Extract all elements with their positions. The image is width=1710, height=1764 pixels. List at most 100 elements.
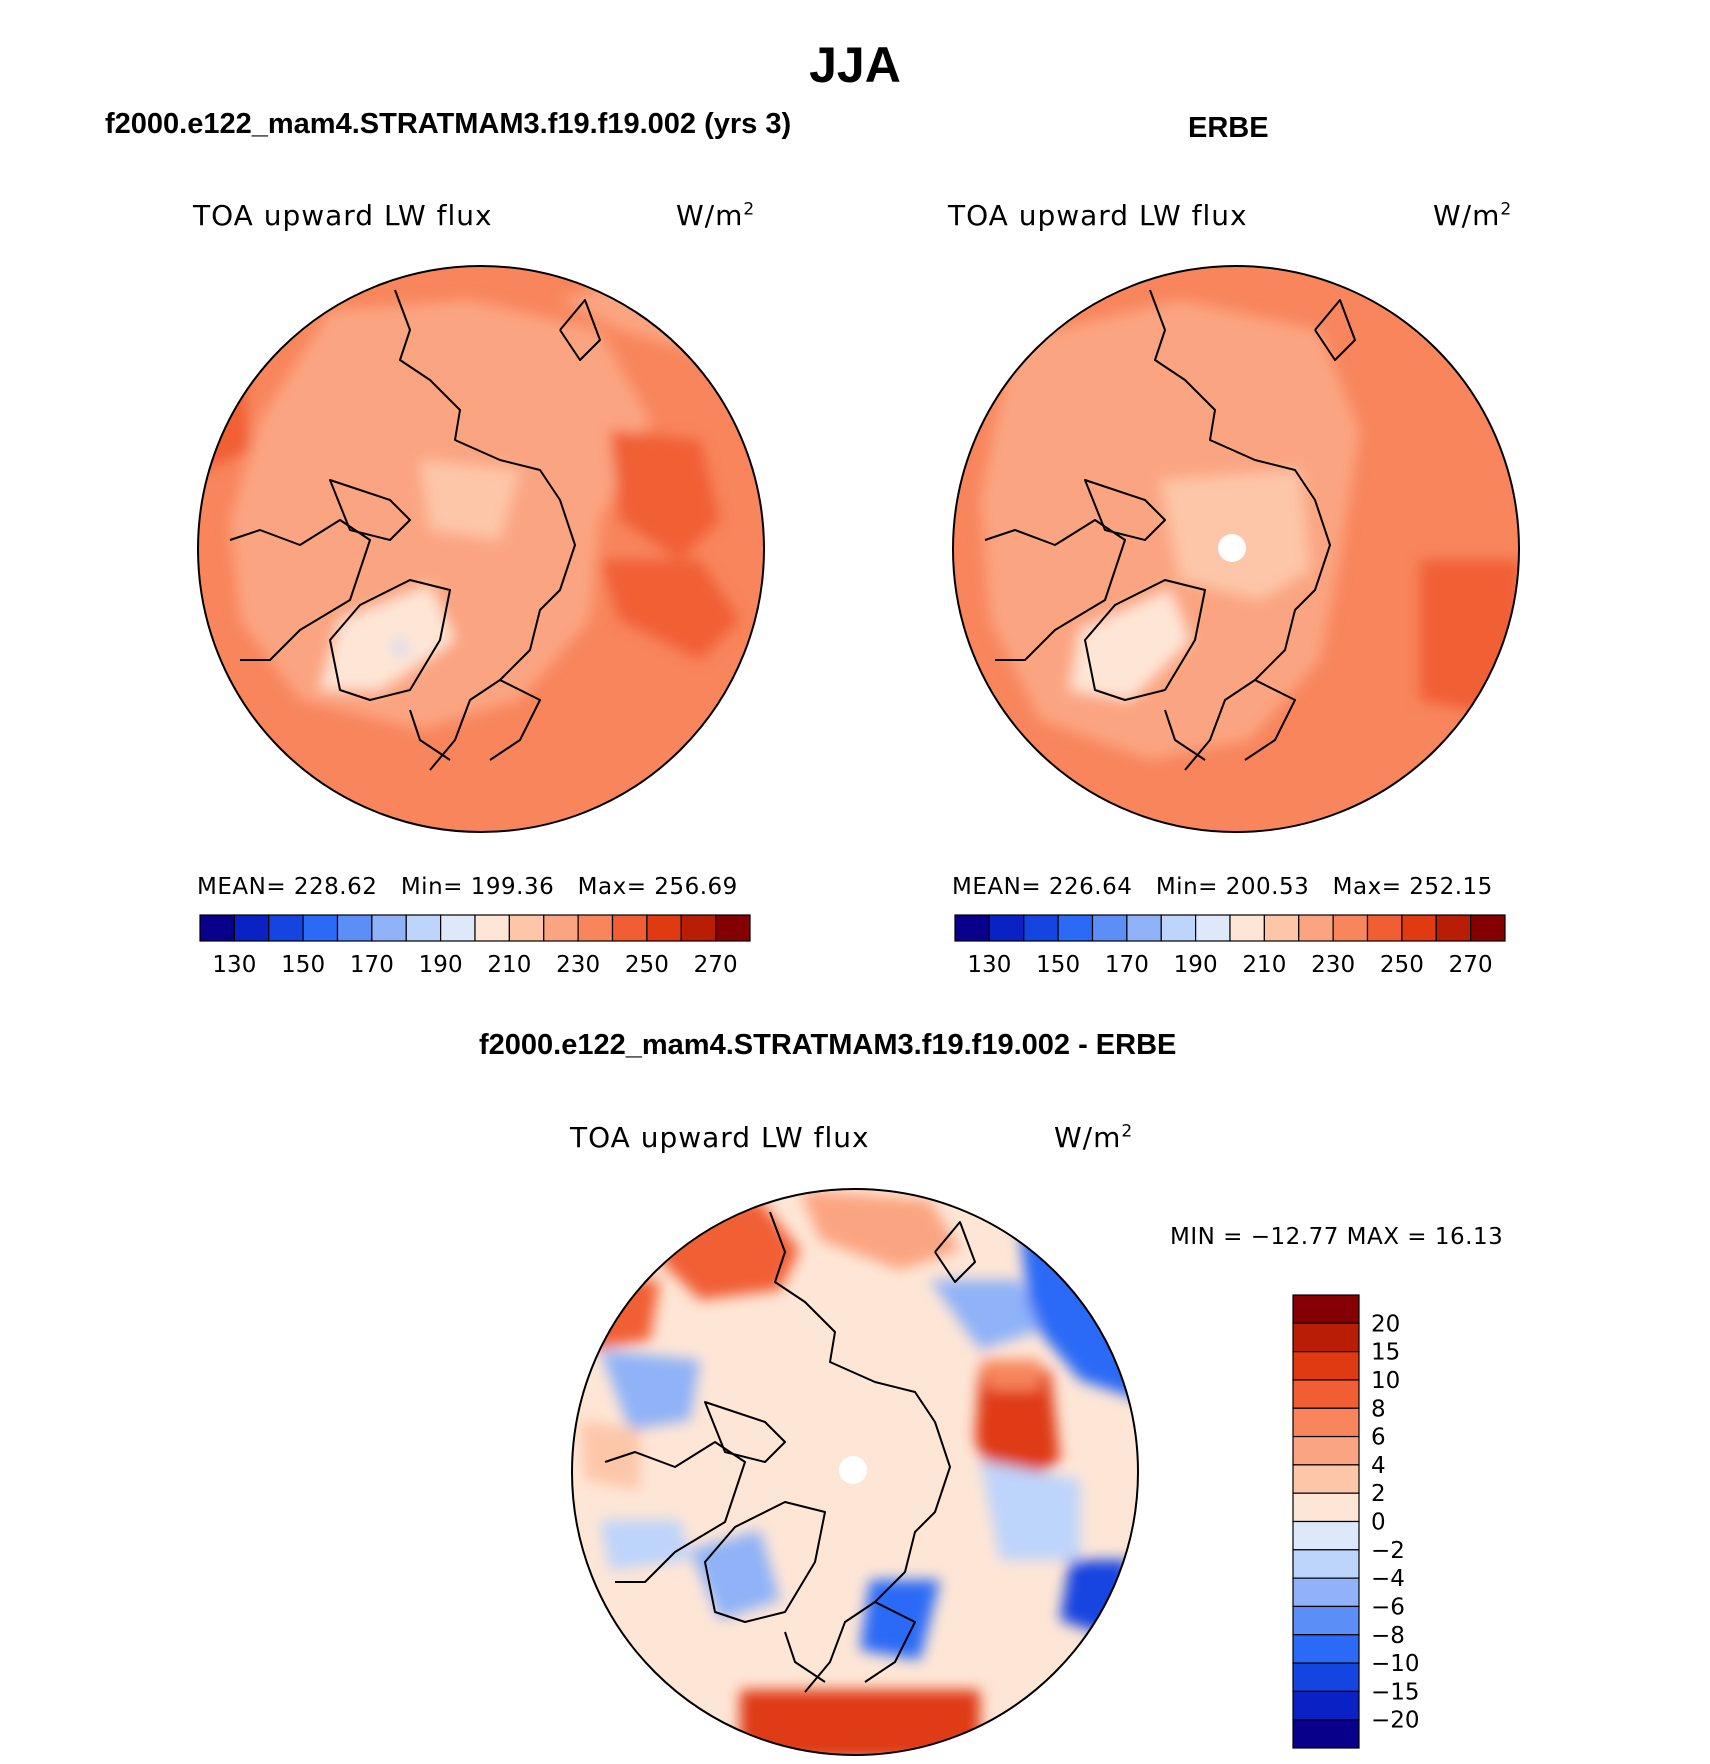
colorbar-1-swatch [646,914,682,942]
map-1-outline [197,265,765,833]
panel-2-stats: MEAN= 226.64 Min= 200.53 Max= 252.15 [952,874,1493,900]
map-2-coastlines [984,289,1356,771]
map-1 [197,265,765,833]
colorbar-1-tick-label: 250 [625,952,669,978]
colorbar-3-swatch [1292,1322,1360,1353]
diff-panel-variable: TOA upward LW flux [570,1121,870,1154]
map-1-coast-eurasia [394,289,576,771]
colorbar-3-tick-label: 15 [1371,1340,1400,1366]
map-3-coast-eurasia [769,1211,951,1693]
colorbar-2-swatch [1366,914,1403,942]
colorbar-1-tick-label: 150 [281,952,325,978]
colorbar-2-tick-label: 150 [1036,952,1080,978]
map-3-coast-archipelago [704,1401,786,1463]
colorbar-3-swatch [1292,1294,1360,1324]
map-2 [952,265,1520,833]
map-2-coast-archipelago [1084,479,1166,541]
colorbar-2-swatch [1332,914,1369,942]
map-1-coast-kamchatka [559,299,601,361]
panel-1-variable: TOA upward LW flux [193,199,493,232]
colorbar-2-swatch [1023,914,1059,942]
map-2-pole-gap [1218,534,1246,562]
colorbar-2-swatch [1401,914,1437,942]
colorbar-3-swatch [1292,1577,1360,1608]
panel-1-title: f2000.e122_mam4.STRATMAM3.f19.f19.002 (y… [105,108,792,140]
diff-panel-title: f2000.e122_mam4.STRATMAM3.f19.f19.002 - … [479,1029,1177,1061]
colorbar-2: 130 150 170 190 210 230 250 270 [954,914,1506,978]
colorbar-2-swatch [954,914,990,942]
colorbar-2-swatch [1298,914,1334,942]
map-2-coast-eurasia [1149,289,1331,771]
colorbar-3-tick-label: 8 [1371,1396,1386,1422]
map-1-coast-canada [229,519,371,661]
colorbar-1-swatch [405,914,442,942]
page-title: JJA [809,37,901,93]
map-1-region-pole [420,460,520,540]
colorbar-1-swatch [199,914,235,942]
map-3-coastlines [604,1211,976,1693]
colorbar-3-tick-label: 2 [1371,1481,1386,1507]
colorbar-1-swatch [268,914,304,942]
map-1-coast-britain [409,709,451,761]
map-3-coast-canada [604,1441,746,1583]
map-3-coast-kamchatka [934,1221,976,1283]
colorbar-1-swatch [577,914,614,942]
colorbar-3-tick-label: 10 [1371,1368,1400,1394]
map-3-coast-britain [784,1631,826,1683]
colorbar-2-tick-label: 170 [1105,952,1149,978]
colorbar-1-swatch [371,914,407,942]
panel-2-units: W/m2 [1433,199,1513,232]
map-3-region-siberia-orange [980,1360,1040,1390]
map-3-region-n-orange [800,1190,960,1270]
colorbar-3-swatch [1292,1662,1360,1692]
colorbar-3-swatch [1292,1605,1360,1636]
map-3-pole-gap [839,1456,867,1484]
colorbar-3-swatch [1292,1492,1360,1523]
colorbar-2-swatch [1057,914,1094,942]
map-1-coast-greenland [329,579,451,701]
colorbar-1-swatch [543,914,579,942]
map-1-coast-scandinavia [489,679,541,761]
colorbar-3-swatch [1292,1690,1360,1721]
map-2-coast-scandinavia [1244,679,1296,761]
colorbar-2-tick-label: 230 [1311,952,1355,978]
colorbar-3-tick-label: −6 [1371,1594,1405,1620]
colorbar-3-tick-label: 20 [1371,1311,1400,1337]
map-3-region-sw-lightblue [600,1520,690,1570]
colorbar-3-swatch [1292,1407,1360,1438]
colorbar-1-swatch [611,914,648,942]
colorbar-3-swatch [1292,1634,1360,1664]
colorbar-2-swatch [1470,914,1506,942]
map-2-outline [952,265,1520,833]
colorbar-3-tick-label: −4 [1371,1566,1405,1592]
colorbar-2-swatch [1126,914,1162,942]
map-1-coast-archipelago [329,479,411,541]
colorbar-2-swatch [1160,914,1197,942]
colorbar-1-swatch [508,914,545,942]
colorbar-1-tick-label: 190 [419,952,463,978]
map-1-region-east [600,560,740,660]
colorbar-3-swatch [1292,1464,1360,1494]
colorbar-2-swatch [1263,914,1300,942]
colorbar-1-swatch [715,914,751,942]
colorbar-1-swatch [336,914,373,942]
colorbar-3-tick-label: −10 [1371,1651,1420,1677]
map-3-region-w-peach [580,1420,640,1490]
colorbar-1-swatch [474,914,510,942]
panel-1-stats: MEAN= 228.62 Min= 199.36 Max= 256.69 [197,874,738,900]
colorbar-3-tick-label: 0 [1371,1510,1386,1536]
colorbar-1-tick-label: 270 [694,952,738,978]
colorbar-3-tick-label: −2 [1371,1538,1405,1564]
colorbar-2-swatch [1435,914,1472,942]
colorbar-1-tick-label: 210 [487,952,531,978]
colorbar-3-swatch [1292,1719,1360,1749]
map-2-coast-britain [1164,709,1206,761]
map-3-region-nw-red [575,1280,660,1350]
panel-1-units: W/m2 [676,199,756,232]
map-3-region-w-blue [600,1350,700,1430]
colorbar-3-tick-label: −8 [1371,1623,1405,1649]
map-3-coast-scandinavia [864,1601,916,1683]
colorbar-1-swatch [302,914,339,942]
